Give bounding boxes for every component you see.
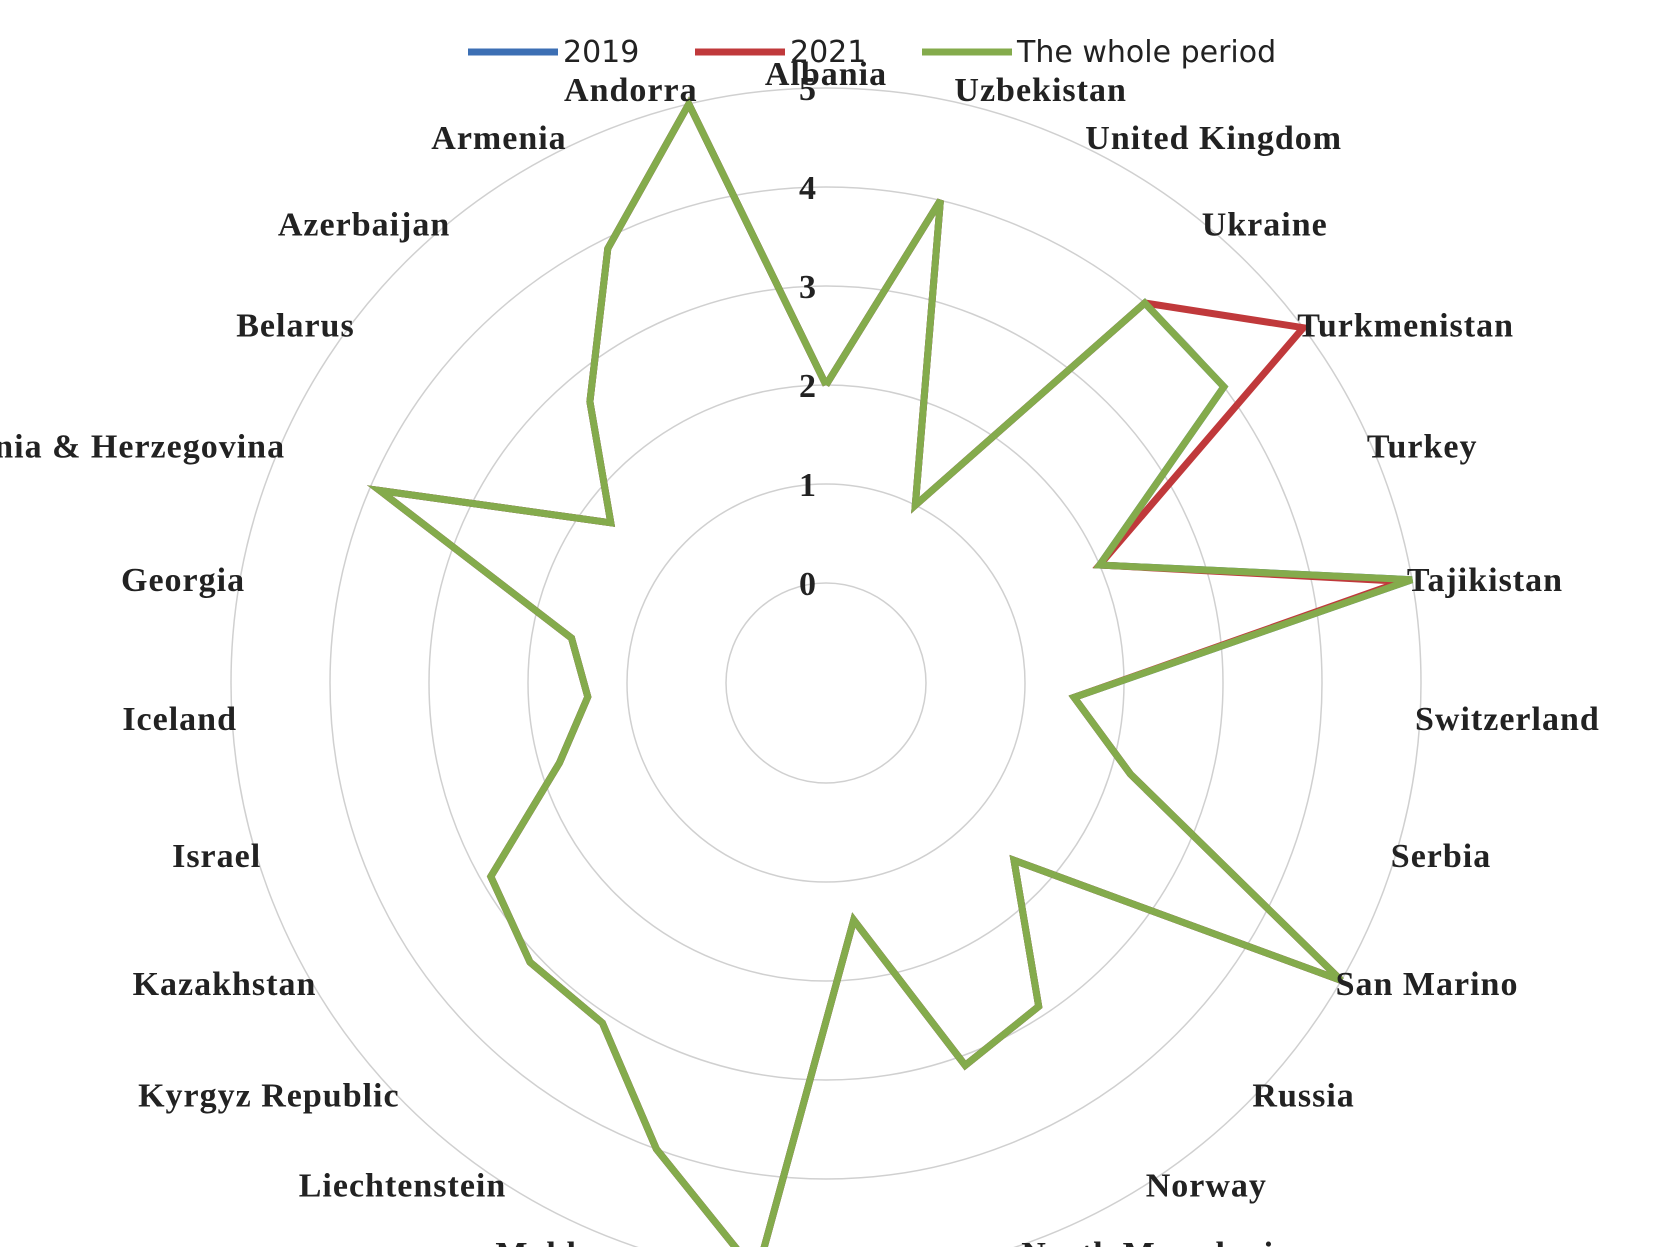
category-label-serbia: Serbia [1391, 838, 1491, 875]
category-label-andorra: Andorra [564, 72, 698, 109]
legend-label-2019: 2019 [563, 35, 639, 70]
legend-label-whole-period: The whole period [1016, 35, 1276, 70]
category-label-moldova: Moldova [495, 1236, 630, 1247]
category-label-switzerland: Switzerland [1415, 701, 1600, 738]
radial-tick-labels: 0 1 2 3 4 5 [799, 71, 816, 603]
category-label-armenia: Armenia [431, 120, 566, 157]
category-label-turkey: Turkey [1367, 428, 1478, 465]
legend-label-2021: 2021 [790, 35, 866, 70]
category-label-russia: Russia [1252, 1078, 1354, 1115]
category-label-liechtenstein: Liechtenstein [299, 1167, 507, 1204]
legend: 2019 2021 The whole period [468, 35, 1276, 70]
category-label-azerbaijan: Azerbaijan [278, 206, 450, 243]
category-label-north-macedonia: North Macedonia [1021, 1236, 1292, 1247]
tick-label-5: 5 [799, 71, 816, 108]
legend-item-whole-period: The whole period [922, 35, 1276, 70]
series-line-2 [367, 96, 1414, 1247]
category-label-iceland: Iceland [122, 701, 237, 738]
grid-ring-4 [329, 186, 1323, 1180]
category-label-bosnia-herzegovina: Bosnia & Herzegovina [0, 428, 285, 465]
radar-grid [230, 87, 1422, 1247]
category-label-georgia: Georgia [121, 562, 245, 599]
grid-ring-2 [527, 384, 1125, 982]
legend-item-2021: 2021 [695, 35, 866, 70]
category-label-norway: Norway [1146, 1167, 1267, 1204]
category-label-albania: Albania [765, 56, 887, 93]
category-label-tajikistan: Tajikistan [1407, 562, 1563, 599]
category-label-kyrgyz-republic: Kyrgyz Republic [138, 1078, 399, 1115]
radar-series [367, 96, 1414, 1247]
tick-label-2: 2 [799, 368, 816, 405]
tick-label-0: 0 [799, 566, 816, 603]
tick-label-4: 4 [799, 170, 816, 207]
grid-ring-3 [428, 285, 1224, 1081]
category-label-uzbekistan: Uzbekistan [954, 72, 1126, 109]
category-label-turkmenistan: Turkmenistan [1297, 308, 1514, 345]
legend-item-2019: 2019 [468, 35, 639, 70]
category-label-united-kingdom: United Kingdom [1085, 120, 1342, 157]
category-label-israel: Israel [172, 838, 261, 875]
category-label-kazakhstan: Kazakhstan [133, 966, 317, 1003]
grid-ring-0 [725, 582, 927, 784]
tick-label-3: 3 [799, 269, 816, 306]
grid-ring-1 [626, 483, 1026, 883]
category-label-ukraine: Ukraine [1202, 206, 1328, 243]
category-labels: Albania Uzbekistan United Kingdom Ukraine Tu… [0, 56, 1600, 1247]
category-label-san-marino: San Marino [1336, 966, 1519, 1003]
category-label-belarus: Belarus [236, 308, 354, 345]
tick-label-1: 1 [799, 467, 816, 504]
grid-ring-5 [230, 87, 1422, 1247]
